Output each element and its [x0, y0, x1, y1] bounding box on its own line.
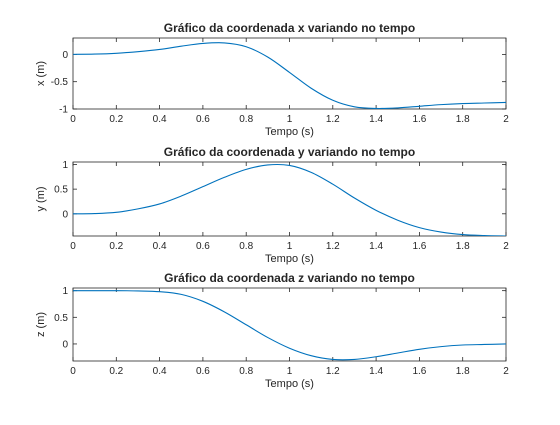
y-tick-label: 0: [62, 209, 68, 220]
series-line-1: [73, 290, 506, 361]
x-tick-label: 0: [70, 114, 76, 125]
x-tick-label: 1: [287, 241, 293, 252]
chart-title: Gráfico da coordenada y variando no temp…: [164, 145, 415, 159]
plot-area: [73, 38, 506, 109]
series-line-1: [73, 42, 506, 109]
x-tick-label: 1.2: [326, 241, 340, 252]
y-tick-label: -0.5: [51, 77, 69, 88]
x-tick-label: 0.8: [239, 114, 253, 125]
x-tick-label: 0.2: [109, 241, 123, 252]
y-tick-label: 1: [62, 160, 68, 171]
x-tick-label: 0.8: [239, 241, 253, 252]
y-axis-label: x (m): [35, 61, 47, 86]
y-tick-label: 0.5: [54, 185, 68, 196]
x-tick-label: 2: [503, 114, 509, 125]
x-axis-label: Tempo (s): [265, 126, 314, 138]
x-tick-label: 2: [503, 366, 509, 377]
x-tick-label: 0.8: [239, 366, 253, 377]
y-axis-label: y (m): [35, 186, 47, 211]
x-tick-label: 0.4: [153, 366, 167, 377]
x-tick-label: 2: [503, 241, 509, 252]
x-tick-label: 1.8: [456, 241, 470, 252]
y-tick-label: 0: [62, 50, 68, 61]
x-tick-label: 1.6: [412, 114, 426, 125]
x-tick-label: 0.4: [153, 241, 167, 252]
x-tick-label: 0.2: [109, 366, 123, 377]
x-tick-label: 0.4: [153, 114, 167, 125]
x-tick-label: 0.2: [109, 114, 123, 125]
plot-area: [73, 162, 506, 236]
subplot-1: 0 0.2 0.4 0.6 0.8 1 1.2 1.4 1.6 1.8 2 -1 -0.5 0 Gráfic…: [35, 21, 509, 138]
chart-title: Gráfico da coordenada z variando no temp…: [164, 271, 415, 285]
series-line-1: [73, 163, 506, 236]
x-tick-label: 1: [287, 366, 293, 377]
y-tick-label: -1: [59, 105, 68, 116]
x-tick-label: 0.6: [196, 366, 210, 377]
chart-title: Gráfico da coordenada x variando no temp…: [164, 21, 415, 35]
x-tick-label: 0: [70, 366, 76, 377]
y-tick-label: 1: [62, 286, 68, 297]
x-tick-label: 1.8: [456, 366, 470, 377]
y-axis-label: z (m): [35, 312, 47, 337]
x-tick-label: 0: [70, 241, 76, 252]
x-tick-label: 0.6: [196, 114, 210, 125]
y-tick-label: 0: [62, 339, 68, 350]
x-tick-label: 1.2: [326, 114, 340, 125]
x-tick-label: 1.8: [456, 114, 470, 125]
x-tick-label: 1.4: [369, 114, 383, 125]
plot-area: [73, 288, 506, 361]
y-tick-label: 0.5: [54, 313, 68, 324]
x-axis-label: Tempo (s): [265, 378, 314, 390]
x-tick-label: 1.4: [369, 241, 383, 252]
x-tick-label: 1.2: [326, 366, 340, 377]
x-tick-label: 0.6: [196, 241, 210, 252]
x-tick-label: 1.4: [369, 366, 383, 377]
subplot-2: 0 0.2 0.4 0.6 0.8 1 1.2 1.4 1.6 1.8 2 0 0.5 1 Gráfico …: [35, 145, 509, 265]
x-tick-label: 1: [287, 114, 293, 125]
x-tick-label: 1.6: [412, 241, 426, 252]
x-tick-label: 1.6: [412, 366, 426, 377]
x-axis-label: Tempo (s): [265, 253, 314, 265]
subplot-3: 0 0.2 0.4 0.6 0.8 1 1.2 1.4 1.6 1.8 2 0 0.5 1 Gráfico …: [35, 271, 509, 390]
